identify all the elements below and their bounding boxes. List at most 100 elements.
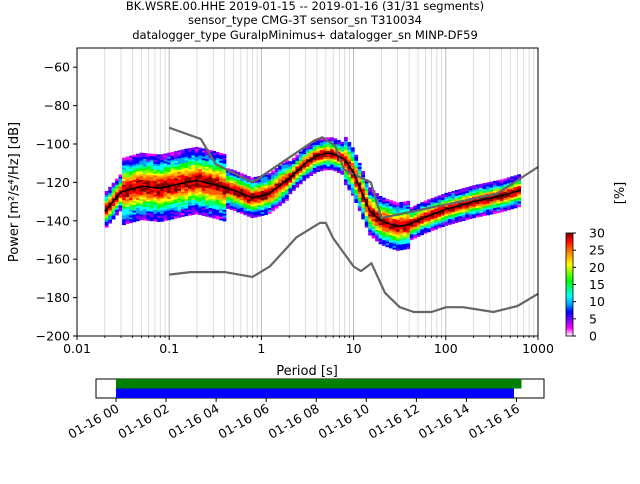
heatmap-cell [177,213,182,216]
heatmap-cell [212,206,216,209]
heatmap-cell [486,190,490,193]
timeline-tick-label: 01-16 06 [216,401,272,442]
heatmap-cell [170,188,175,191]
heatmap-cell [167,158,171,161]
heatmap-cell [239,184,244,187]
heatmap-cell [163,218,168,221]
heatmap-cell [219,214,223,217]
heatmap-cell [361,172,366,176]
heatmap-cell [468,188,473,191]
heatmap-cell [132,200,137,203]
heatmap-cell [194,154,199,157]
heatmap-cell [174,202,178,206]
heatmap-cell [281,189,286,192]
heatmap-cell [468,205,473,208]
heatmap-cell [368,218,372,221]
heatmap-cell [129,176,133,179]
heatmap-cell [194,189,199,192]
heatmap-cell [430,217,435,220]
heatmap-cell [475,197,480,201]
heatmap-cell [163,201,168,204]
heatmap-cell [257,189,262,192]
heatmap-cell [226,175,230,179]
heatmap-cell [326,158,331,161]
heatmap-cell [382,201,386,204]
heatmap-cell [246,185,251,188]
heatmap-cell [156,171,161,174]
heatmap-cell [291,188,296,191]
heatmap-cell [160,154,164,157]
heatmap-cell [278,173,282,176]
heatmap-cell [399,205,404,209]
heatmap-cell [129,194,133,197]
x-tick-label: 0.1 [159,341,179,356]
heatmap-cell [441,196,445,199]
heatmap-cell [108,198,112,201]
heatmap-cell [392,247,397,250]
heatmap-cell [142,176,147,179]
heatmap-cell [125,193,130,196]
heatmap-cell [201,183,206,186]
heatmap-cell [475,201,480,204]
heatmap-cell [330,162,334,165]
heatmap-cell [115,178,119,181]
heatmap-cell [149,209,154,212]
heatmap-cell [368,233,372,236]
heatmap-cell [139,181,144,184]
heatmap-cell [458,215,463,219]
heatmap-cell [253,186,258,189]
heatmap-cell [122,220,126,224]
heatmap-cell [257,199,262,202]
heatmap-cell [246,177,251,181]
heatmap-cell [215,190,220,193]
heatmap-cell [208,163,213,166]
heatmap-cell [295,156,300,159]
heatmap-cell [305,162,310,165]
heatmap-cell [177,198,182,201]
heatmap-cell [496,184,501,187]
heatmap-cell [392,220,397,223]
heatmap-cell [441,201,445,205]
heatmap-cell [129,211,133,214]
heatmap-cell [489,185,494,188]
heatmap-cell [226,185,230,188]
heatmap-cell [371,215,376,218]
heatmap-cell [208,196,213,199]
heatmap-cell [326,148,331,152]
heatmap-cell [219,154,223,158]
heatmap-cell [295,162,300,165]
heatmap-cell [343,181,348,184]
heatmap-cell [132,214,137,217]
heatmap-cell [461,209,466,212]
heatmap-cell [153,173,158,176]
heatmap-cell [506,196,511,199]
heatmap-cell [174,151,178,154]
heatmap-cell [239,180,244,184]
heatmap-cell [368,208,372,211]
heatmap-cell [198,199,203,202]
heatmap-cell [309,166,314,169]
heatmap-cell [354,175,359,179]
heatmap-cell [503,189,508,193]
heatmap-cell [319,163,324,166]
heatmap-cell [149,176,154,179]
heatmap-cell [371,209,376,212]
heatmap-cell [278,182,282,185]
heatmap-cell [194,150,199,153]
heatmap-cell [135,205,140,208]
heatmap-cell [142,162,147,165]
heatmap-cell [382,228,386,231]
heatmap-cell [364,219,369,222]
heatmap-cell [149,213,154,216]
heatmap-cell [125,221,130,225]
heatmap-cell [122,184,126,187]
y-tick-label: −200 [36,329,70,344]
heatmap-cell [337,145,341,149]
heatmap-cell [458,217,463,221]
heatmap-cell [208,211,213,214]
heatmap-cell [375,214,379,217]
heatmap-cell [260,198,265,201]
heatmap-cell [361,205,366,208]
heatmap-cell [246,200,251,204]
